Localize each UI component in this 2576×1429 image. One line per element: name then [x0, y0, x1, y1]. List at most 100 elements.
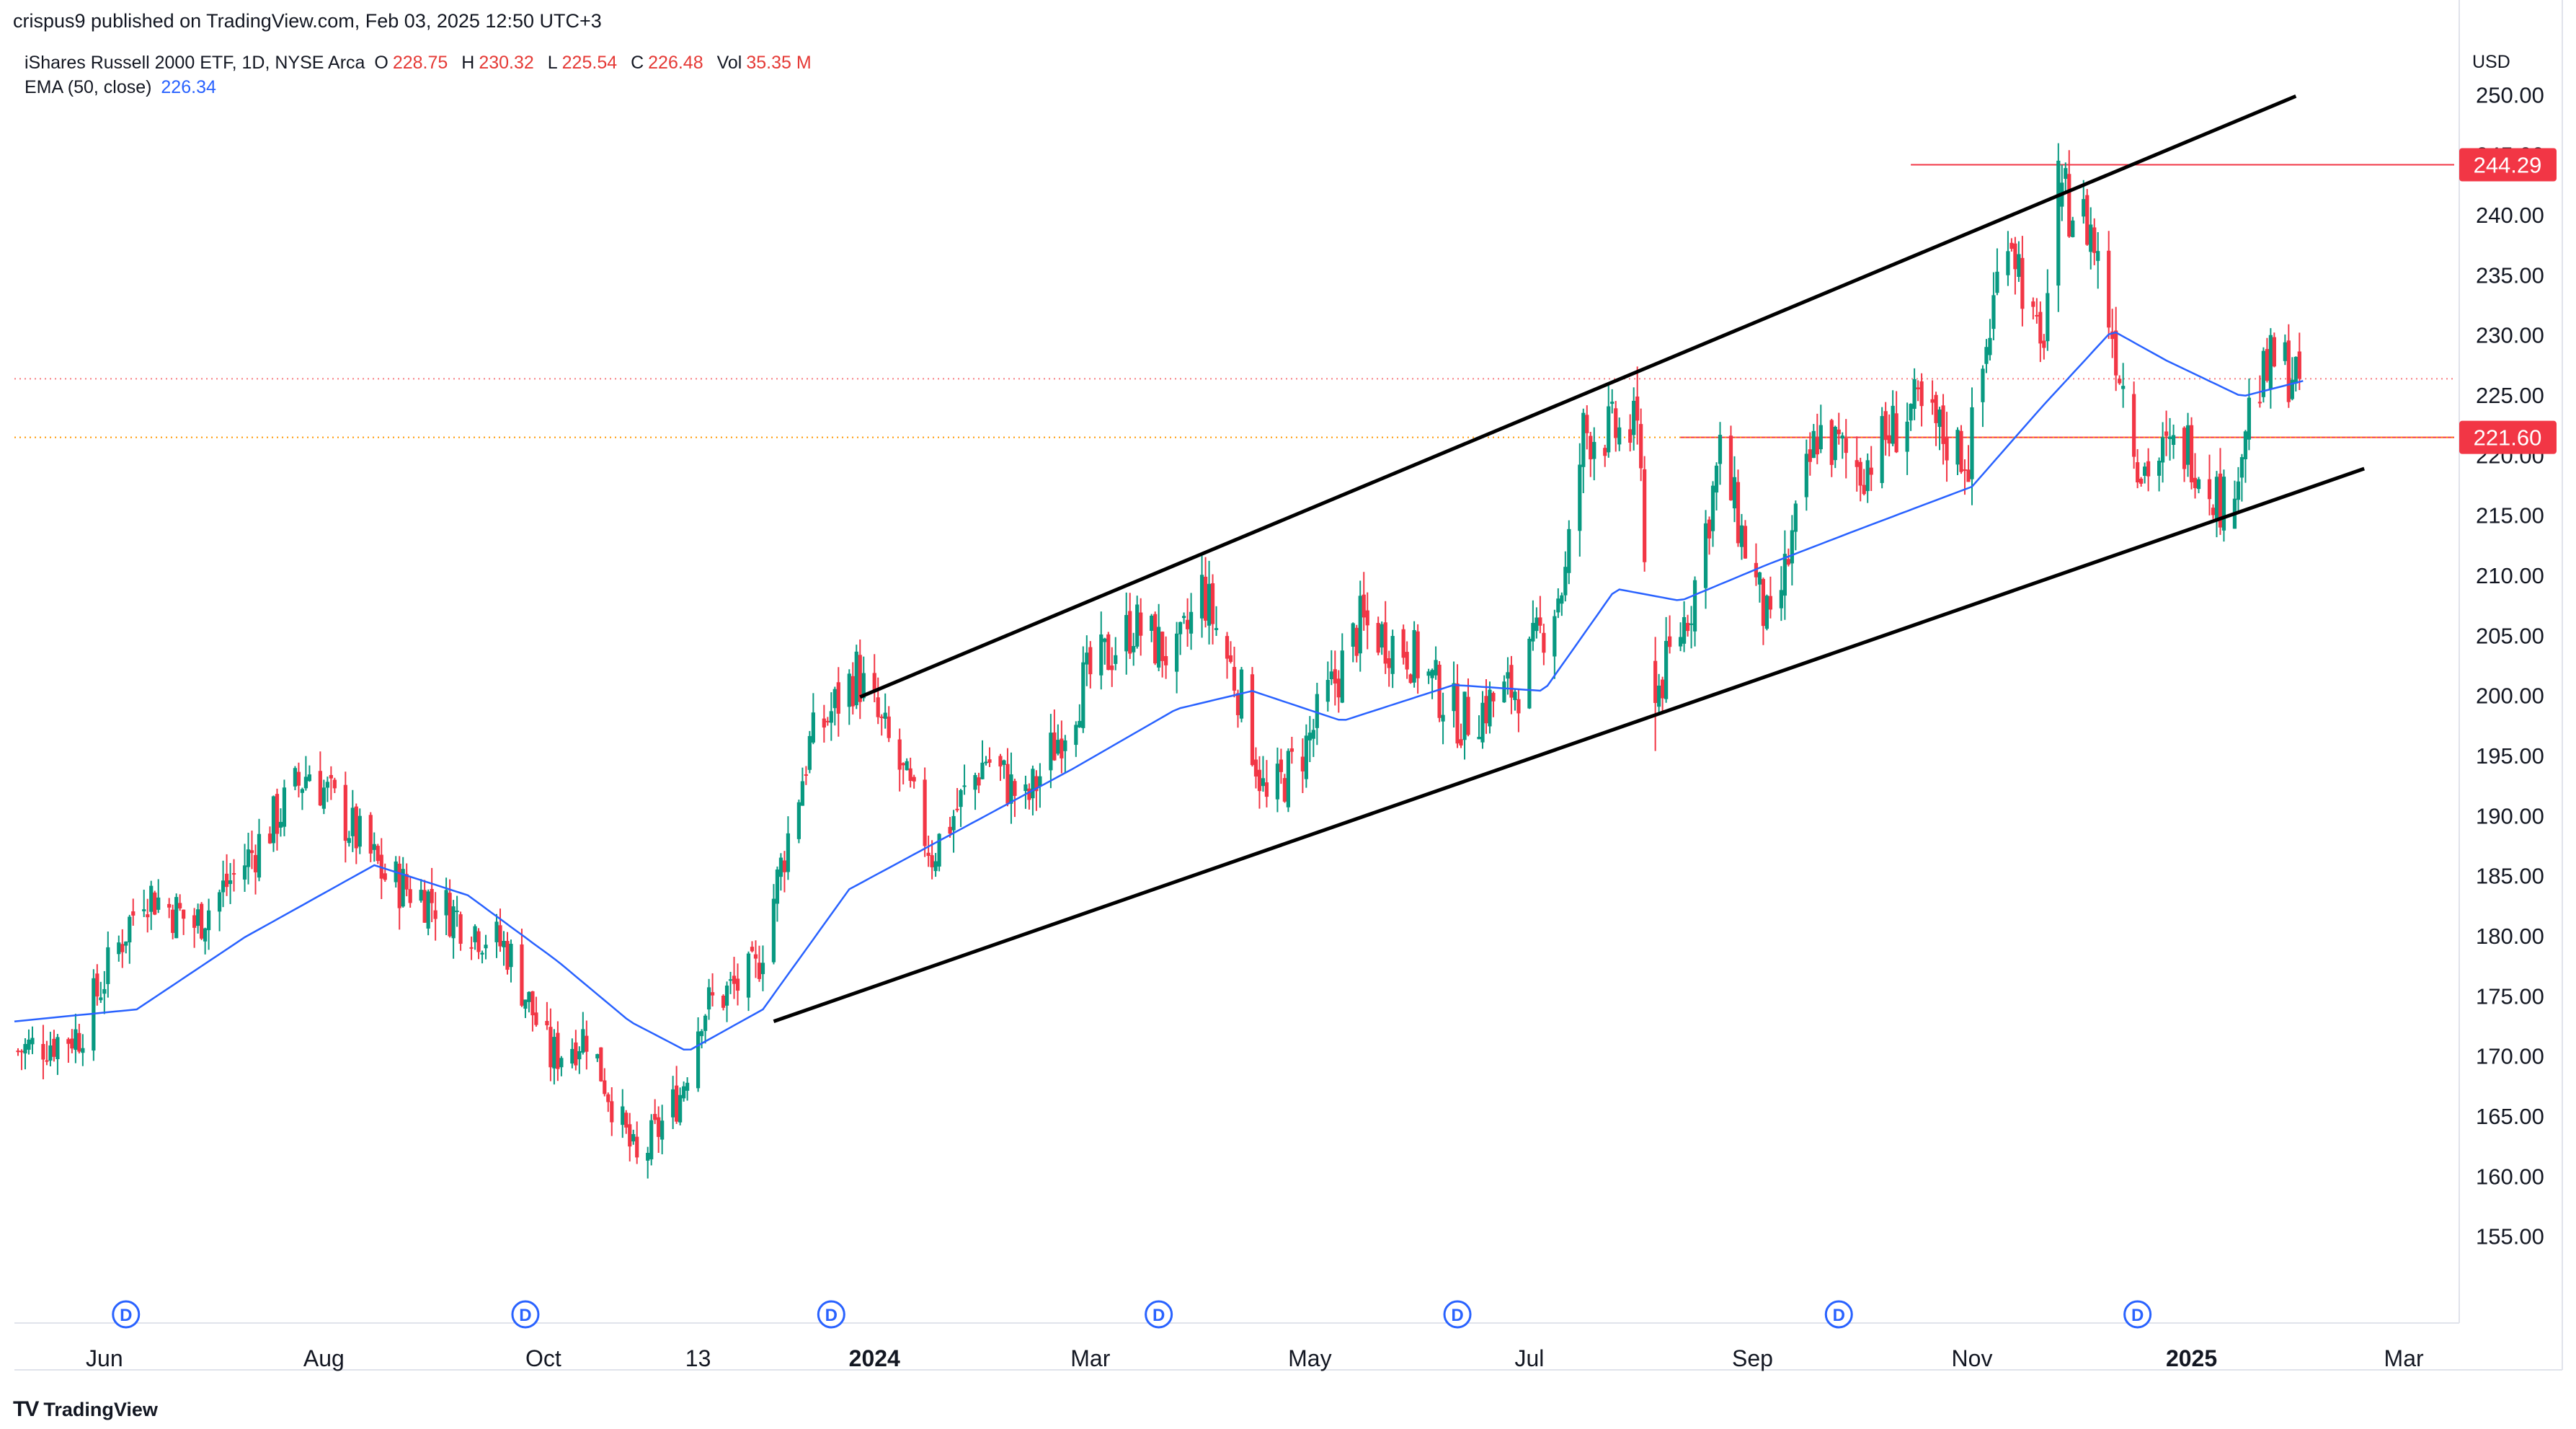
- candle-body: [1132, 646, 1136, 652]
- candle-body: [1135, 604, 1140, 647]
- currency-label[interactable]: USD: [2472, 52, 2510, 72]
- dividend-marker[interactable]: [817, 1300, 845, 1329]
- candle-body: [1657, 685, 1661, 707]
- candle-body: [721, 995, 726, 1008]
- candle-body: [1714, 465, 1719, 493]
- candle-body: [1078, 720, 1082, 727]
- candle-body: [1056, 740, 1060, 754]
- candle-body: [1228, 655, 1233, 662]
- candle-body: [682, 1086, 686, 1099]
- ema-row: EMA (50, close) 226.34: [25, 75, 820, 99]
- candle-body: [1516, 699, 1521, 714]
- candle-body: [2283, 342, 2287, 361]
- x-tick-label: 2024: [849, 1345, 900, 1371]
- candle-body: [228, 880, 233, 885]
- candle-body: [606, 1094, 610, 1102]
- candle-body: [2293, 356, 2298, 384]
- candle-body: [1610, 402, 1615, 404]
- candle-body: [1009, 774, 1013, 804]
- candle-body: [1581, 412, 1586, 467]
- dividend-marker[interactable]: [1145, 1300, 1173, 1329]
- candle-body: [2167, 436, 2172, 439]
- candle-body: [2239, 457, 2244, 478]
- candle-body: [221, 880, 226, 893]
- candle-body: [1844, 438, 1848, 454]
- candle-body: [1678, 637, 1683, 647]
- candle-body: [1966, 469, 1971, 482]
- candle-body: [811, 712, 815, 743]
- candle-body: [2046, 293, 2050, 342]
- candle-body: [1405, 652, 1409, 670]
- candle-body: [1743, 526, 1748, 559]
- candle-body: [2020, 257, 2025, 309]
- candle-body: [1614, 408, 1618, 438]
- dividend-marker[interactable]: [112, 1300, 141, 1329]
- candle-body: [231, 873, 236, 875]
- channel-trendline[interactable]: [773, 466, 2366, 1024]
- dividend-marker[interactable]: [2123, 1300, 2152, 1329]
- candle-body: [872, 673, 876, 693]
- y-tick-label: 235.00: [2476, 262, 2544, 288]
- candle-body: [2035, 314, 2039, 317]
- candle-body: [224, 873, 229, 888]
- candle-body: [1865, 460, 1870, 492]
- candle-body: [657, 1117, 661, 1137]
- candle-body: [16, 1050, 20, 1053]
- candle-body: [933, 861, 938, 872]
- symbol-name[interactable]: iShares Russell 2000 ETF, 1D, NYSE Arca: [25, 53, 365, 73]
- candle-body: [1635, 397, 1640, 421]
- ema-line[interactable]: [14, 331, 2304, 1050]
- candle-body: [1484, 696, 1488, 724]
- candle-body: [404, 874, 409, 890]
- tradingview-brand: TradingView: [43, 1398, 158, 1420]
- candle-body: [1480, 702, 1485, 743]
- dividend-marker[interactable]: [1443, 1300, 1472, 1329]
- candle-body: [2268, 335, 2273, 390]
- candle-body: [2038, 311, 2043, 344]
- candle-body: [246, 849, 251, 867]
- candle-body: [200, 903, 204, 939]
- candle-body: [182, 909, 186, 919]
- candle-body: [1351, 623, 1355, 647]
- candle-body: [2136, 462, 2140, 483]
- candle-body: [1279, 759, 1284, 772]
- candle-body: [451, 906, 456, 939]
- candle-body: [1919, 381, 1924, 407]
- candle-body: [728, 979, 733, 981]
- candle-body: [332, 779, 337, 789]
- candle-body: [1412, 629, 1416, 683]
- candle-body: [807, 735, 812, 770]
- candle-body: [1883, 411, 1888, 441]
- y-tick-label: 165.00: [2476, 1104, 2544, 1129]
- candle-body: [343, 784, 347, 841]
- dividend-marker[interactable]: [1824, 1300, 1853, 1329]
- candle-body: [703, 1015, 708, 1031]
- candle-body: [1538, 617, 1542, 626]
- dividend-marker[interactable]: [511, 1300, 540, 1329]
- candle-body: [1531, 622, 1535, 642]
- candle-body: [74, 1029, 78, 1050]
- ema-label[interactable]: EMA (50, close): [25, 77, 152, 97]
- candle-body: [1858, 461, 1862, 486]
- open-label: O: [374, 53, 388, 73]
- dividend-marker-label: D: [1833, 1306, 1845, 1325]
- dividend-marker-label: D: [2131, 1306, 2144, 1325]
- candle-body: [1891, 405, 1895, 444]
- candle-body: [1150, 615, 1154, 631]
- channel-trendline[interactable]: [859, 94, 2297, 699]
- candle-body: [1887, 435, 1891, 444]
- candle-body: [498, 925, 502, 947]
- candle-body: [1304, 735, 1308, 779]
- close-label: C: [631, 53, 644, 73]
- candle-body: [2132, 394, 2136, 457]
- candle-body: [494, 921, 499, 942]
- candle-body: [1692, 580, 1697, 632]
- tradingview-logo[interactable]: TV TradingView: [13, 1397, 158, 1422]
- candle-body: [192, 915, 197, 928]
- candle-body: [1768, 596, 1773, 610]
- candle-body: [1718, 435, 1723, 464]
- candle-body: [2185, 425, 2190, 465]
- dividend-marker-label: D: [1152, 1306, 1165, 1325]
